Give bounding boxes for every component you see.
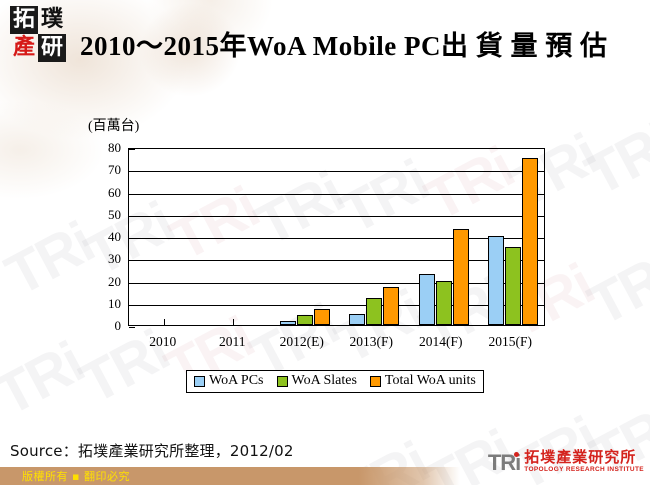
chart-plot-area [128,148,545,328]
legend-label: Total WoA units [384,373,476,388]
y-axis-tick-label: 80 [108,140,121,155]
tri-logo-dot [514,451,520,457]
logo-char-pu: 璞 [40,7,63,32]
y-axis-tick [129,193,135,195]
legend-swatch [369,375,381,387]
tri-wordmark: TRi [487,449,521,475]
y-axis-tick-label: 60 [108,184,121,200]
y-axis-tick-label: 30 [108,251,121,267]
chart-bar [488,236,505,325]
chart-legend: WoA PCs WoA Slates Total WoA units [186,370,484,393]
logo-char-chan: 產 [12,35,35,60]
y-axis-tick-label: 40 [108,229,121,244]
legend-label: WoA Slates [291,373,357,388]
y-axis-tick [129,282,135,284]
tri-english-name: TOPOLOGY RESEARCH INSTITUTE [524,466,644,473]
legend-swatch [276,375,288,387]
y-axis-tick-label: 10 [108,295,121,311]
y-axis-tick [129,260,135,262]
x-axis-tick-label: 2013(F) [349,334,394,349]
chart-bar [522,158,539,325]
chart-unit-label: (百萬台) [88,119,140,134]
chart-bar [279,321,296,325]
y-axis-tick-label: 0 [114,318,122,333]
chart-gridline [129,171,544,173]
x-axis-tick-label: 2015(F) [488,334,533,349]
chart-gridline [129,238,544,239]
tri-brand-logo-footer: TRi 拓墣產業研究所 TOPOLOGY RESEARCH INSTITUTE [488,450,644,474]
chart-bar [296,315,313,325]
y-axis-tick [129,327,135,328]
chart-gridline [129,282,544,284]
legend-item: WoA Slates [276,373,357,389]
chart-gridline [129,193,544,195]
chart-bar [435,280,452,325]
source-note: Source：拓墣產業研究所整理，2012/02 [10,442,294,460]
chart-bar [383,287,400,325]
x-axis-tick-label: 2010 [149,334,177,349]
chart-bar [452,229,469,325]
x-axis-tick-label: 2014(F) [419,334,463,349]
chart-gridline [129,215,544,217]
y-axis-tick [129,304,135,306]
legend-item: WoA PCs [194,373,264,389]
logo-char-yan: 研 [38,34,66,62]
chart-gridline [129,304,544,306]
y-axis-tick [129,171,135,173]
x-axis-tick [163,319,165,325]
chart-bar [366,298,383,325]
copyright-footer-bar: 版權所有 ▪ 翻印必究 [0,467,460,485]
chart-gridline [129,260,544,262]
x-axis-tick-label: 2012(E) [279,334,324,349]
y-axis-tick [129,238,135,239]
chart-bar [313,309,330,325]
y-axis-tick-label: 20 [108,273,121,289]
copyright-text: 版權所有 ▪ 翻印必究 [22,470,130,483]
x-axis-tick-label: 2011 [219,334,246,349]
x-axis-tick [233,319,235,325]
chart-bar [505,247,522,325]
logo-char-tuo: 拓 [10,6,38,34]
chart-bar [418,273,435,325]
tri-logo-mark: 拓 璞 產 研 [10,6,66,62]
page-title: 2010～2015年WoA Mobile PC出 貨 量 預 估 [80,31,608,61]
y-axis-tick-label: 50 [108,206,121,222]
y-axis-tick-label: 70 [108,162,121,178]
legend-label: WoA PCs [209,373,264,388]
legend-swatch [194,375,205,387]
tri-chinese-name: 拓墣產業研究所 [524,448,637,466]
y-axis-tick [129,215,135,217]
chart-bar [349,313,366,325]
legend-item: Total WoA units [369,373,476,389]
y-axis-tick [129,149,135,150]
